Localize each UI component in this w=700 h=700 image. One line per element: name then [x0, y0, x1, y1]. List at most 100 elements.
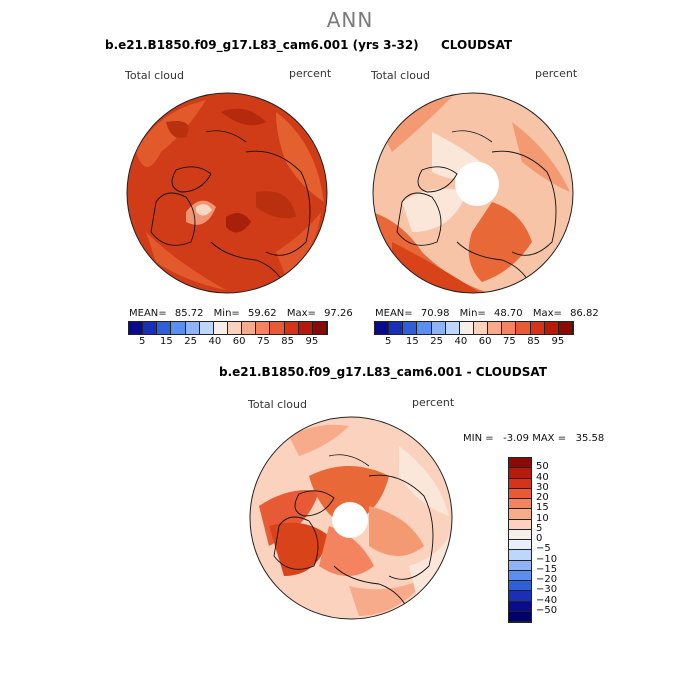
colorbar-swatch [509, 550, 531, 561]
min-label: Min= [213, 308, 240, 319]
max-value: 86.82 [570, 308, 599, 319]
colorbar-swatch [199, 322, 214, 334]
diff-minmax: MIN = -3.09 MAX = 35.58 [463, 433, 605, 444]
mean-value: 85.72 [174, 308, 204, 319]
polar-map-model [126, 92, 328, 294]
units-label-obs: percent [535, 67, 578, 80]
colorbar-tick-label: −10 [536, 553, 558, 565]
colorbar-tick-label: 20 [536, 492, 549, 503]
colorbar-swatch [530, 322, 545, 334]
variable-label-model: Total cloud [125, 69, 184, 82]
colorbar-tick-label: 40 [454, 336, 468, 347]
colorbar-swatch [417, 322, 432, 334]
colorbar-tick-label: −50 [536, 604, 558, 616]
colorbar-swatch [403, 322, 418, 334]
colorbar-ticks-diff: 50 40 30 20 15 10 5 0 −5 −10 −15 −20 −30 −40 −50 [536, 457, 576, 621]
polar-map-diff [249, 416, 453, 620]
colorbar-tick-label: 15 [536, 502, 549, 514]
colorbar-swatch [558, 322, 573, 334]
variable-label-obs: Total cloud [371, 69, 430, 82]
colorbar-tick-label: 10 [536, 512, 549, 524]
colorbar-tick-label: 5 [384, 336, 392, 347]
colorbar-swatch [502, 322, 517, 334]
min-value: 59.62 [247, 308, 277, 319]
colorbar-swatch [509, 488, 531, 499]
colorbar-tick-label: 25 [184, 336, 197, 347]
colorbar-tick-label: 85 [527, 336, 540, 347]
colorbar-swatch [298, 322, 313, 334]
max-value: 97.26 [324, 308, 353, 319]
colorbar-swatch [227, 322, 243, 334]
colorbar-swatch [509, 540, 531, 551]
colorbar-tick-label: 25 [430, 336, 443, 347]
panel-title-obs: CLOUDSAT [441, 38, 513, 52]
colorbar-tick-label: −20 [536, 574, 558, 585]
colorbar-tick-label: 60 [232, 336, 246, 347]
colorbar-tick-label: 40 [536, 471, 549, 483]
colorbar-swatch [488, 322, 503, 334]
colorbar-tick-label: −15 [536, 563, 558, 575]
colorbar-swatch [509, 601, 531, 612]
colorbar-swatch [284, 322, 299, 334]
colorbar-tick-label: 15 [406, 336, 419, 347]
colorbar-swatch [473, 322, 489, 334]
colorbar-swatch [256, 322, 271, 334]
colorbar-tick-label: 5 [536, 522, 543, 534]
colorbar-tick-label: 0 [536, 533, 543, 544]
colorbar-swatch [509, 458, 531, 469]
max-label: Max= [532, 308, 562, 319]
colorbar-swatch [509, 611, 531, 622]
diff-title: b.e21.B1850.f09_g17.L83_cam6.001 - CLOUD… [219, 365, 547, 379]
stats-obs: MEAN= 70.98 Min= 48.70 Max= 86.82 [375, 308, 599, 319]
figure-title: ANN [326, 8, 374, 32]
colorbar-swatch [242, 322, 257, 334]
colorbar-swatch [509, 499, 531, 510]
colorbar-tick-label: −40 [536, 594, 558, 606]
colorbar-swatch [459, 322, 474, 334]
colorbar-model [128, 321, 328, 335]
colorbar-tick-label: 50 [536, 461, 549, 473]
colorbar-tick-label: 40 [208, 336, 222, 347]
colorbar-tick-label: 95 [305, 336, 319, 347]
colorbar-tick-label: 60 [478, 336, 492, 347]
colorbar-swatch [509, 509, 531, 520]
colorbar-tick-label: 30 [536, 481, 549, 493]
colorbar-tick-label: 95 [551, 336, 565, 347]
mean-label: MEAN= [129, 308, 167, 319]
variable-label-diff: Total cloud [248, 398, 307, 411]
colorbar-swatch [509, 570, 531, 581]
colorbar-swatch [509, 468, 531, 479]
colorbar-tick-label: 85 [281, 336, 294, 347]
colorbar-obs [374, 321, 574, 335]
colorbar-swatch [270, 322, 285, 334]
colorbar-swatch [157, 322, 172, 334]
colorbar-ticks-model: 5 15 25 40 60 75 85 95 [128, 336, 326, 350]
colorbar-tick-label: 5 [138, 336, 146, 347]
max-label: Max= [286, 308, 316, 319]
colorbar-ticks-obs: 5 15 25 40 60 75 85 95 [374, 336, 572, 350]
stats-model: MEAN= 85.72 Min= 59.62 Max= 97.26 [129, 308, 353, 319]
min-label: Min= [459, 308, 486, 319]
colorbar-swatch [185, 322, 200, 334]
colorbar-swatch [509, 529, 531, 540]
colorbar-swatch [171, 322, 186, 334]
colorbar-swatch [509, 591, 531, 602]
colorbar-swatch [509, 560, 531, 571]
colorbar-tick-label: 75 [502, 336, 516, 347]
colorbar-swatch [129, 322, 144, 334]
units-label-diff: percent [412, 396, 455, 409]
colorbar-swatch [509, 581, 531, 592]
colorbar-swatch [143, 322, 158, 334]
colorbar-swatch [516, 322, 531, 334]
colorbar-tick-label: −30 [536, 584, 558, 596]
colorbar-swatch [389, 322, 404, 334]
units-label-model: percent [289, 67, 332, 80]
colorbar-swatch [509, 519, 531, 530]
colorbar-swatch [431, 322, 446, 334]
panel-title-model: b.e21.B1850.f09_g17.L83_cam6.001 (yrs 3-… [105, 38, 419, 52]
colorbar-tick-label: −5 [536, 543, 551, 555]
colorbar-swatch [509, 478, 531, 489]
colorbar-swatch [312, 322, 327, 334]
mean-label: MEAN= [375, 308, 413, 319]
mean-value: 70.98 [420, 308, 450, 319]
